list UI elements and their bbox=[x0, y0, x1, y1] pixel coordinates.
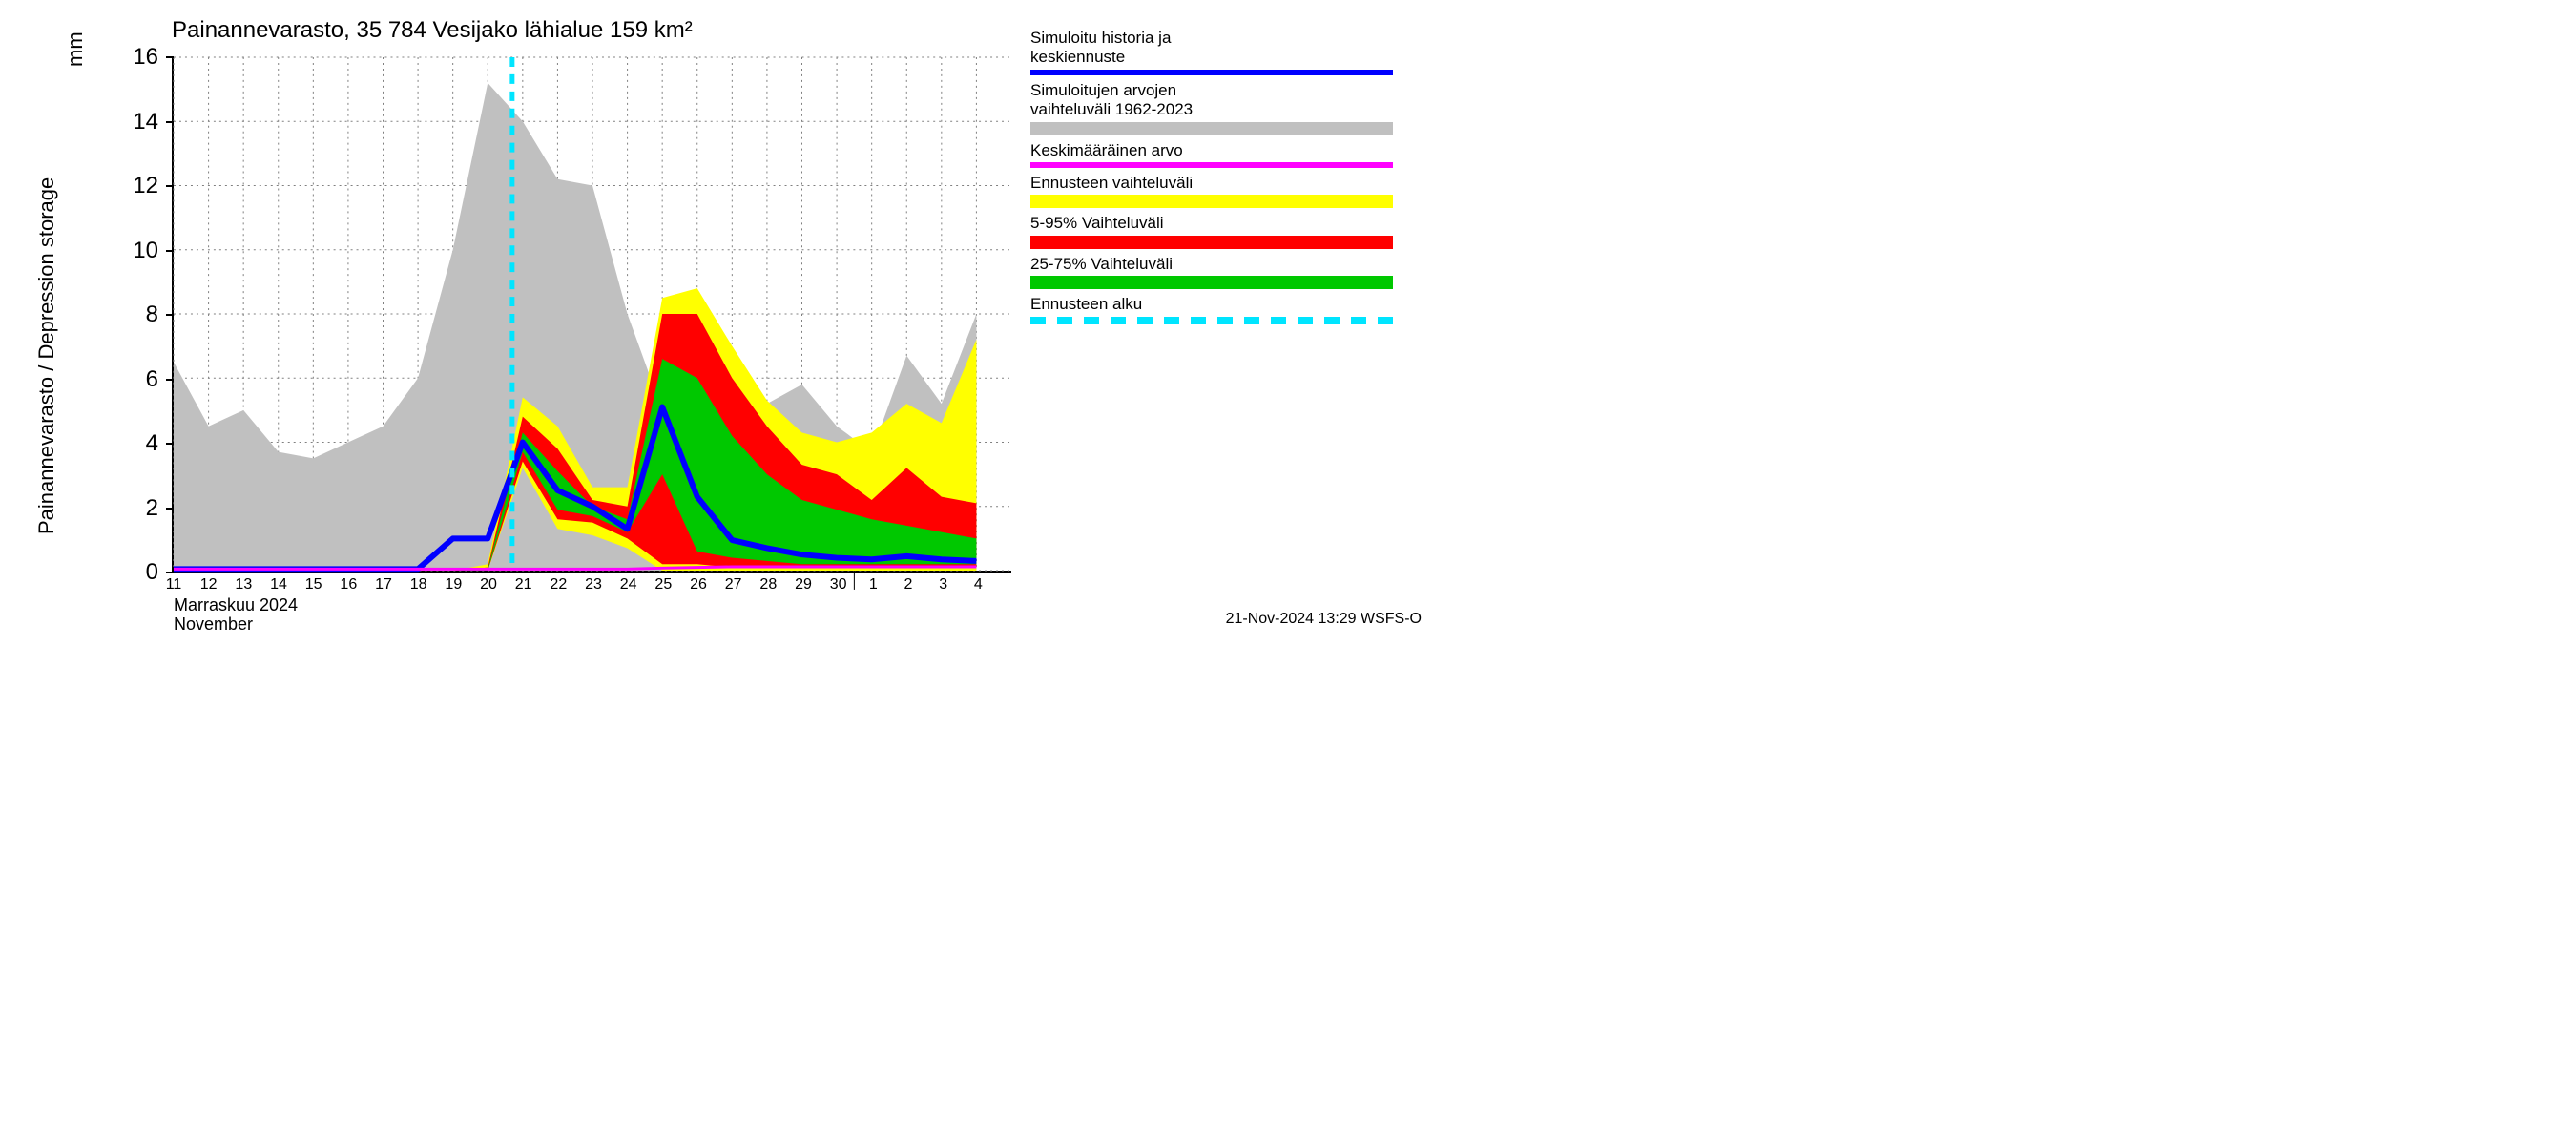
legend-item: Ennusteen vaihteluväli bbox=[1030, 174, 1412, 208]
chart-title: Painannevarasto, 35 784 Vesijako lähialu… bbox=[172, 17, 693, 44]
chart-container: Painannevarasto, 35 784 Vesijako lähialu… bbox=[0, 0, 1431, 635]
x-tick-label: 2 bbox=[904, 576, 913, 593]
legend-item: Simuloitujen arvojen vaihteluväli 1962-2… bbox=[1030, 81, 1412, 135]
y-axis-unit: mm bbox=[63, 31, 88, 67]
y-tick-label: 0 bbox=[146, 559, 158, 586]
legend-item: 25-75% Vaihteluväli bbox=[1030, 255, 1412, 289]
legend-label: 25-75% Vaihteluväli bbox=[1030, 255, 1412, 274]
timestamp: 21-Nov-2024 13:29 WSFS-O bbox=[1226, 611, 1422, 628]
x-tick-label: 28 bbox=[759, 576, 777, 593]
x-tick-label: 29 bbox=[795, 576, 812, 593]
legend-item: Simuloitu historia ja keskiennuste bbox=[1030, 29, 1412, 75]
legend-label: Keskimääräinen arvo bbox=[1030, 141, 1412, 160]
x-month-fi: Marraskuu 2024 bbox=[174, 595, 298, 615]
x-tick-label: 22 bbox=[550, 576, 567, 593]
legend-swatch bbox=[1030, 70, 1393, 75]
x-tick-label: 16 bbox=[340, 576, 357, 593]
x-tick-label: 20 bbox=[480, 576, 497, 593]
y-tick-label: 8 bbox=[146, 302, 158, 328]
y-tick-label: 14 bbox=[133, 109, 158, 135]
legend-label: 5-95% Vaihteluväli bbox=[1030, 214, 1412, 233]
legend-swatch bbox=[1030, 195, 1393, 208]
x-tick-label: 25 bbox=[654, 576, 672, 593]
y-tick-label: 10 bbox=[133, 238, 158, 264]
legend-label: Simuloitujen arvojen vaihteluväli 1962-2… bbox=[1030, 81, 1412, 120]
x-tick-label: 1 bbox=[869, 576, 878, 593]
legend-item: Keskimääräinen arvo bbox=[1030, 141, 1412, 168]
y-axis-label: Painannevarasto / Depression storage bbox=[34, 177, 59, 534]
x-tick-label: 30 bbox=[830, 576, 847, 593]
plot-area: 0246810121416 11121314151617181920212223… bbox=[172, 57, 1011, 572]
legend: Simuloitu historia ja keskiennuste Simulo… bbox=[1030, 29, 1412, 330]
legend-label: Simuloitu historia ja keskiennuste bbox=[1030, 29, 1412, 68]
x-tick-label: 3 bbox=[939, 576, 947, 593]
legend-label: Ennusteen vaihteluväli bbox=[1030, 174, 1412, 193]
x-tick-label: 12 bbox=[200, 576, 218, 593]
y-tick-label: 6 bbox=[146, 366, 158, 393]
x-tick-label: 15 bbox=[305, 576, 322, 593]
x-tick-label: 18 bbox=[410, 576, 427, 593]
legend-swatch bbox=[1030, 317, 1393, 324]
x-tick-label: 11 bbox=[166, 576, 182, 593]
x-tick-label: 26 bbox=[690, 576, 707, 593]
x-tick-label: 4 bbox=[974, 576, 983, 593]
x-tick-label: 21 bbox=[515, 576, 532, 593]
legend-label: Ennusteen alku bbox=[1030, 295, 1412, 314]
legend-item: 5-95% Vaihteluväli bbox=[1030, 214, 1412, 248]
x-month-en: November bbox=[174, 614, 253, 635]
x-tick-label: 13 bbox=[235, 576, 252, 593]
x-tick-label: 17 bbox=[375, 576, 392, 593]
y-tick-label: 16 bbox=[133, 44, 158, 71]
x-tick-label: 19 bbox=[445, 576, 462, 593]
y-tick-label: 12 bbox=[133, 173, 158, 199]
x-tick-label: 27 bbox=[725, 576, 742, 593]
x-tick-label: 23 bbox=[585, 576, 602, 593]
legend-item: Ennusteen alku bbox=[1030, 295, 1412, 323]
x-tick-label: 24 bbox=[620, 576, 637, 593]
plot-svg bbox=[174, 57, 1011, 571]
y-tick-label: 4 bbox=[146, 430, 158, 457]
y-tick-label: 2 bbox=[146, 495, 158, 522]
legend-swatch bbox=[1030, 276, 1393, 289]
legend-swatch bbox=[1030, 236, 1393, 249]
legend-swatch bbox=[1030, 162, 1393, 168]
legend-swatch bbox=[1030, 122, 1393, 135]
x-tick-label: 14 bbox=[270, 576, 287, 593]
